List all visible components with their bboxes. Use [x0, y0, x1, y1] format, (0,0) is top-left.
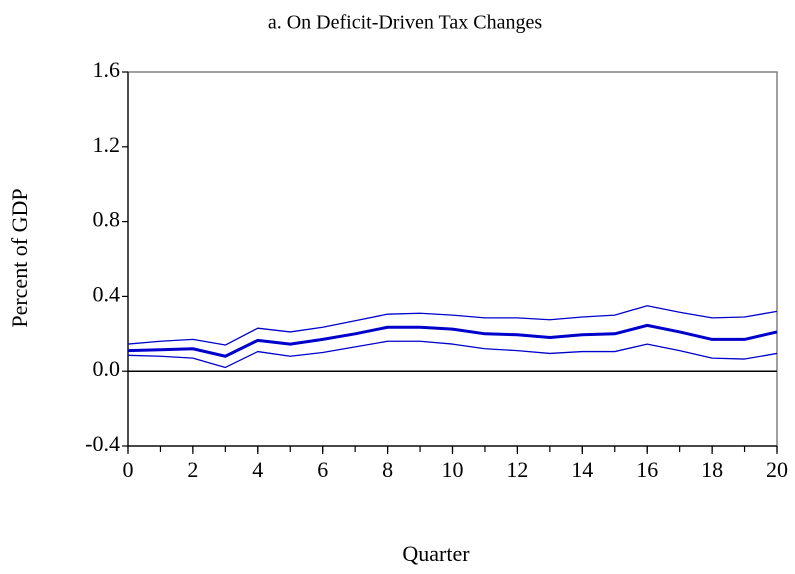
y-tick-label: 0.4 — [93, 281, 121, 306]
x-tick-label: 6 — [317, 457, 328, 482]
x-tick-label: 4 — [252, 457, 263, 482]
x-tick-label: 14 — [571, 457, 593, 482]
plot-frame — [127, 71, 778, 447]
chart-title: a. On Deficit-Driven Tax Changes — [268, 12, 542, 34]
x-tick-label: 0 — [123, 457, 134, 482]
line-series — [127, 323, 778, 358]
x-tick-label: 16 — [636, 457, 658, 482]
y-axis-label: Percent of GDP — [7, 188, 32, 327]
x-tick-label: 10 — [442, 457, 464, 482]
x-tick-label: 8 — [382, 457, 393, 482]
y-tick-label: 0.0 — [93, 356, 121, 381]
x-tick-label: 12 — [506, 457, 528, 482]
x-tick-label: 20 — [766, 457, 788, 482]
line-series — [127, 305, 778, 346]
y-tick-label: 0.8 — [93, 207, 121, 232]
x-tick-label: 2 — [187, 457, 198, 482]
x-tick-label: 18 — [701, 457, 723, 482]
x-axis-label: Quarter — [402, 541, 470, 566]
y-tick-label: 1.6 — [93, 57, 121, 82]
y-tick-label: 1.2 — [93, 132, 121, 157]
y-tick-label: -0.4 — [85, 431, 120, 456]
line-series — [127, 340, 778, 369]
